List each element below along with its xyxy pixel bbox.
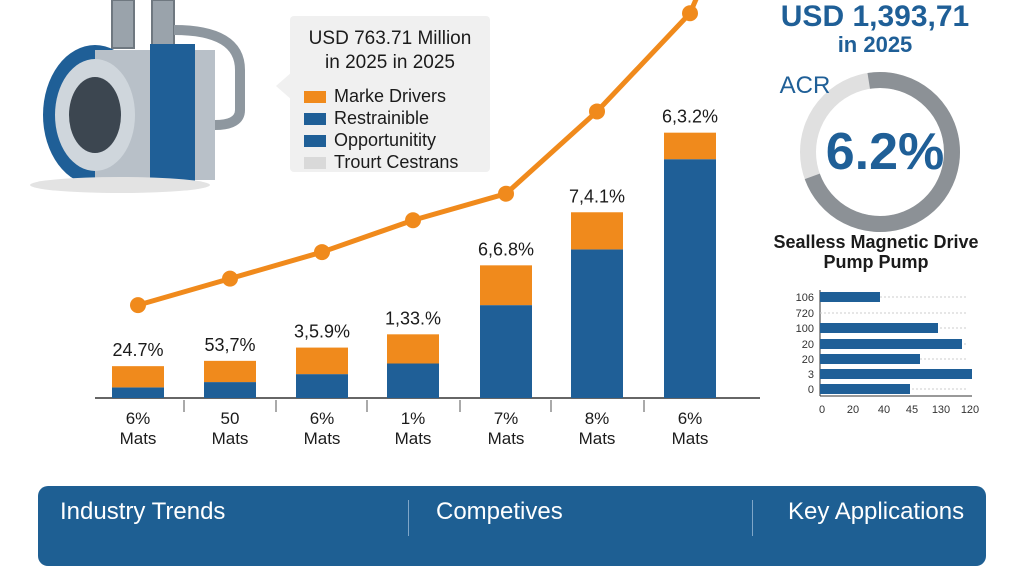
legend-pointer: [276, 72, 292, 100]
mini-bar: [820, 292, 880, 302]
legend-swatch: [304, 134, 326, 147]
legend-item: Marke Drivers: [304, 86, 446, 107]
gauge-value: 6.2%: [825, 123, 945, 181]
mini-y-tick-label: 20: [802, 339, 814, 351]
bar-base: [387, 363, 439, 398]
trend-point: [405, 212, 421, 229]
mini-x-tick-label: 20: [847, 404, 859, 416]
mini-y-tick-label: 3: [808, 369, 814, 381]
bar-base: [112, 387, 164, 398]
legend-item-label: Opportunitity: [334, 130, 437, 150]
x-tick-label: 6%: [310, 409, 335, 428]
x-tick-label: Mats: [488, 429, 525, 448]
trend-line: [137, 0, 699, 308]
legend-item-label: Restrainible: [334, 108, 430, 128]
bar-base: [296, 374, 348, 398]
x-tick-label: Mats: [672, 429, 709, 448]
x-tick-label: 6%: [678, 409, 703, 428]
banner-competives: Competives: [436, 498, 563, 525]
bar-top: [387, 334, 439, 364]
legend-title-line1: USD 763.71 Million: [308, 28, 472, 49]
trend-point: [130, 297, 146, 314]
bar-data-label: 6,3.2%: [662, 107, 718, 127]
x-tick-label: Mats: [579, 429, 616, 448]
banner-separator: [408, 500, 409, 536]
bar-top: [296, 347, 348, 375]
legend-item-label: Trourt Cestrans: [334, 152, 459, 172]
bar-base: [571, 249, 623, 398]
bar-base: [664, 159, 716, 398]
bar-top: [664, 132, 716, 160]
banner-separator: [752, 500, 753, 536]
mini-y-tick-label: 0: [808, 384, 814, 396]
mini-bar: [820, 323, 938, 333]
pump-illustration: [30, 0, 245, 193]
banner-key-applications: Key Applications: [788, 498, 965, 525]
bar-data-label: 7,4.1%: [569, 186, 625, 206]
mini-y-tick-label: 100: [796, 323, 814, 335]
trend-point: [222, 270, 238, 287]
mini-bar: [820, 384, 910, 394]
mini-y-tick-label: 720: [796, 308, 814, 320]
bar-top: [204, 360, 256, 383]
gauge-label: ACR: [779, 72, 831, 99]
mini-bar: [820, 369, 972, 379]
x-tick-label: 7%: [494, 409, 519, 428]
bar-base: [480, 305, 532, 398]
mini-y-tick-label: 106: [796, 292, 814, 304]
bar-base: [204, 382, 256, 398]
bar-top: [571, 212, 623, 250]
main-bar-line-chart: 24.7%6%Mats53,7%50Mats3,5.9%6%Mats1,33.%…: [30, 0, 979, 448]
legend-item-label: Marke Drivers: [334, 86, 447, 106]
legend-swatch: [304, 112, 326, 125]
trend-point: [589, 103, 605, 120]
x-tick-label: 1%: [401, 409, 426, 428]
legend-swatch: [304, 90, 326, 103]
bar-data-label: 53,7%: [204, 335, 255, 355]
legend-item: Restrainible: [304, 108, 429, 129]
mini-bar: [820, 339, 962, 349]
bar-data-label: 24.7%: [112, 340, 163, 360]
mini-x-tick-label: 0: [819, 404, 825, 416]
acr-gauge: [800, 72, 960, 232]
mini-x-tick-label: 130: [932, 404, 950, 416]
banner-industry-trends: Industry Trends: [60, 498, 226, 525]
bar-top: [112, 366, 164, 388]
product-name-line2: Pump Pump: [823, 252, 929, 272]
x-tick-label: Mats: [304, 429, 341, 448]
mini-x-tick-label: 45: [906, 404, 918, 416]
mini-x-tick-label: 40: [878, 404, 890, 416]
legend-item: Opportunitity: [304, 130, 436, 151]
legend-box: USD 763.71 Million in 2025 in 2025 Marke…: [290, 16, 490, 172]
mini-y-tick-label: 20: [802, 354, 814, 366]
x-tick-label: 8%: [585, 409, 610, 428]
legend-swatch: [304, 156, 326, 169]
bar-data-label: 1,33.%: [385, 308, 441, 328]
trend-point: [682, 5, 698, 22]
trend-point: [498, 185, 514, 202]
bar-data-label: 6,6.8%: [478, 239, 534, 259]
x-tick-label: Mats: [120, 429, 157, 448]
mini-bar: [820, 354, 920, 364]
kpi-headline-year: in 2025: [837, 32, 913, 57]
product-name-line1: Sealless Magnetic Drive: [773, 232, 979, 252]
mini-horizontal-bar-chart: 106 720 100 20 20 3 00 20 40 45 130 120: [796, 290, 979, 416]
bar-data-label: 3,5.9%: [294, 322, 350, 342]
legend-item: Trourt Cestrans: [304, 152, 458, 173]
trend-point: [314, 244, 330, 261]
legend-title-line2: in 2025 in 2025: [325, 52, 455, 73]
x-tick-label: 50: [221, 409, 240, 428]
kpi-headline-value: USD 1,393,71: [780, 0, 970, 33]
bar-top: [480, 265, 532, 306]
mini-x-tick-label: 120: [961, 404, 979, 416]
x-tick-label: Mats: [395, 429, 432, 448]
x-tick-label: Mats: [212, 429, 249, 448]
x-tick-label: 6%: [126, 409, 151, 428]
